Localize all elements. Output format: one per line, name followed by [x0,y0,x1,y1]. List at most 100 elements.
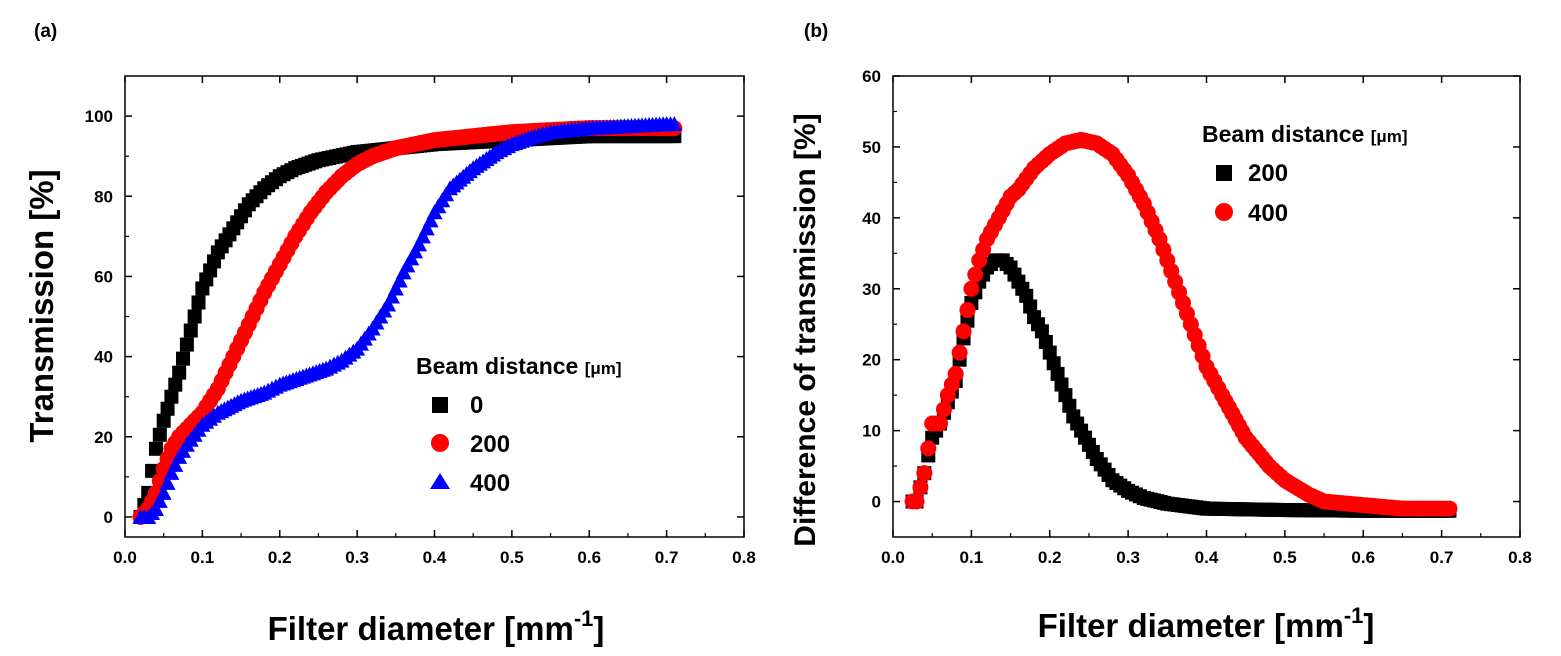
panel-a-point-0 [183,323,198,338]
panel-a-ytick-label: 60 [94,267,113,286]
panel-a-legend-label-1: 200 [470,431,510,458]
panel-b-xtick-label: 0.5 [1273,548,1297,567]
panel-a-xtick-labels: 0.0 0.1 0.2 0.3 0.4 0.5 0.6 0.7 0.8 [113,548,756,567]
panel-a-point-400 [159,474,176,490]
panel-b-point-400 [955,323,972,340]
panel-b-legend-title: Beam distance [μm] [1202,121,1408,147]
panel-a-point-400 [418,220,435,236]
panel-a-point-0 [160,401,175,416]
panel-b-point-400 [920,440,937,457]
panel-b-xtick-label: 0.3 [1116,548,1140,567]
panel-a-series-400 [132,116,683,524]
panel-b-xtick-label: 0.0 [881,548,905,567]
panel-a-legend-marker-0 [432,397,448,413]
panel-a-point-0 [156,413,171,428]
panel-a-legend-marker-2 [430,473,450,489]
panel-a-point-400 [411,236,428,252]
panel-a-point-400 [383,288,400,304]
panel-a-point-400 [147,500,164,516]
panel-b: (b) 0.0 0.1 0.2 0.3 0.4 0.5 0.6 0.7 0.8 0 10 20 30 4… [789,21,1532,644]
panel-a-point-400 [666,116,683,132]
panel-a-xtick-label: 0.3 [345,548,369,567]
panel-a-point-400 [387,280,404,296]
panel-b-xtick-labels: 0.0 0.1 0.2 0.3 0.4 0.5 0.6 0.7 0.8 [881,548,1532,567]
panel-b-point-400 [916,465,933,482]
panel-a-series-0 [133,129,682,524]
panel-b-label: (b) [804,21,828,42]
panel-b-legend-marker-1 [1215,203,1233,221]
panel-a-ticks [124,76,745,537]
panel-b-point-200 [1046,356,1061,371]
panel-a-xtick-label: 0.4 [423,548,447,567]
panel-b-ytick-label: 40 [862,209,881,228]
panel-a-label: (a) [34,21,57,42]
panel-a-point-0 [179,337,194,352]
panel-b-point-200 [1050,366,1065,381]
panel-a-point-0 [172,365,187,380]
panel-b-ytick-labels: 0 10 20 30 40 50 60 [862,67,881,512]
panel-b-ytick-label: 50 [862,138,881,157]
panel-a-point-400 [391,272,408,288]
panel-a-point-400 [163,464,180,480]
panel-b-point-200 [1062,398,1077,413]
panel-a-ytick-label: 20 [94,428,113,447]
panel-a-legend-marker-1 [431,434,449,452]
panel-b-point-200 [1023,299,1038,314]
panel-b-legend-label-1: 400 [1248,200,1288,227]
panel-a-ytick-label: 40 [94,348,113,367]
panel-b-point-400 [951,344,968,361]
panel-b-point-400 [932,415,949,432]
panel-b-point-400 [1441,500,1458,517]
panel-a-ytick-label: 80 [94,187,113,206]
panel-b-point-400 [935,401,952,418]
panel-b-ytick-label: 10 [862,422,881,441]
panel-a-ylabel: Transmission [%] [23,169,60,442]
panel-a-point-400 [167,456,184,472]
panel-b-point-400 [963,280,980,297]
panel-a-legend-label-2: 400 [470,470,510,497]
panel-a-point-400 [151,492,168,508]
panel-b-series-400 [904,131,1458,517]
panel-a-ytick-labels: 0 20 40 60 80 100 [85,107,113,527]
panel-a-point-0 [148,441,163,456]
panel-b-point-400 [908,493,925,510]
panel-b-legend: Beam distance [μm] 200 400 [1202,121,1408,227]
panel-a-ytick-label: 100 [85,107,113,126]
panel-b-ylabel: Difference of transmission [%] [789,113,822,546]
panel-a-series-200 [132,120,683,525]
panel-b-ytick-label: 30 [862,280,881,299]
panel-b-point-200 [1058,388,1073,403]
panel-b-point-400 [912,479,929,496]
panel-b-xtick-label: 0.4 [1195,548,1219,567]
panel-b-xtick-label: 0.1 [960,548,984,567]
panel-a-xtick-label: 0.2 [268,548,292,567]
panel-b-point-200 [1042,345,1057,360]
panel-a-point-0 [176,351,191,366]
panel-a-xtick-label: 0.1 [191,548,215,567]
panel-b-xtick-label: 0.7 [1430,548,1454,567]
panel-b-ytick-label: 20 [862,351,881,370]
panel-a-point-0 [187,309,202,324]
panel-a-legend-label-0: 0 [470,392,483,419]
panel-a-ytick-label: 0 [104,508,113,527]
panel-a-points [132,116,683,525]
panel-b-ytick-label: 0 [872,493,881,512]
panel-a-legend-title: Beam distance [μm] [416,353,622,379]
panel-a-xtick-label: 0.8 [732,548,756,567]
panel-a-point-400 [380,296,397,312]
panel-b-xlabel: Filter diameter [mm-1] [1038,603,1375,644]
panel-b-legend-marker-0 [1216,165,1232,181]
panel-a-point-400 [155,484,172,500]
panel-a-xtick-label: 0.0 [113,548,137,567]
panel-b-points [904,131,1458,518]
panel-a: (a) 0.0 0.1 0.2 0.3 0.4 0.5 0.6 0.7 0.8 0 20 40 60 8… [23,21,756,647]
panel-b-legend-label-0: 200 [1248,160,1288,187]
panel-b-ticks [892,75,1521,537]
panel-b-ytick-label: 60 [862,67,881,86]
panel-a-point-0 [164,389,179,404]
panel-b-point-200 [1019,288,1034,303]
panel-b-point-400 [959,302,976,319]
panel-b-xtick-label: 0.8 [1508,548,1532,567]
panel-b-point-200 [1054,377,1069,392]
